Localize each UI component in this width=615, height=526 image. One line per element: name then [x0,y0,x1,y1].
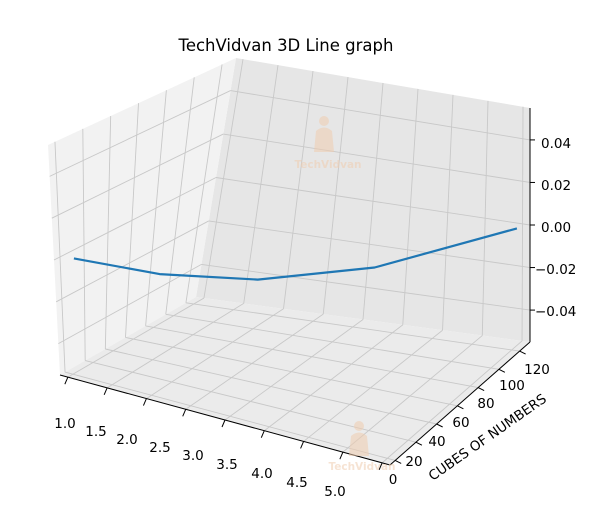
x-tick-label: 3.0 [182,448,203,464]
y-gridline [165,313,499,370]
x-tick-mark [142,398,147,406]
z-tick-label: 0.04 [541,136,571,152]
ticks [64,139,535,471]
chart-title: TechVidvan 3D Line graph [178,36,394,55]
y-tick-label: 80 [477,396,494,412]
y-tick-label: 0 [389,472,398,488]
z-gridline [51,133,224,219]
x-tick-label: 1.0 [54,416,75,432]
z-tick-label: −0.04 [535,304,576,320]
x-tick-mark [64,376,69,385]
x-tick-label: 2.5 [149,440,170,456]
gridlines [49,59,531,464]
y-tick-mark [519,350,526,355]
x-gridline [146,308,284,399]
z-gridline [223,133,531,183]
y-tick-mark [394,459,402,464]
y-axis-line [389,341,531,466]
x-tick-label: 4.5 [286,475,307,491]
x-gridline [185,313,324,410]
x-gridline [224,319,364,421]
x-tick-label: 4.0 [251,466,272,482]
x-gridline [264,324,404,432]
x-tick-mark [182,409,187,417]
x-tick-label: 2.0 [116,432,137,448]
watermark-figure-icon [314,116,334,152]
data-series-line [73,227,518,281]
y-tick-label: 100 [499,378,525,394]
x-tick-mark [260,430,265,438]
y-gridline [125,337,458,407]
back-pane-y [48,58,236,375]
y-tick-mark [415,441,423,446]
x-tick-mark [339,451,344,460]
y-tick-mark [436,423,443,428]
z-gridline [53,177,217,261]
x-tick-mark [221,419,226,428]
y-tick-label: 20 [405,454,422,470]
z-gridline [215,177,531,226]
x-tick-label: 3.5 [216,457,237,473]
y-tick-label: 60 [452,415,469,431]
y-gridline [64,371,396,461]
z-tick-label: −0.02 [535,262,576,278]
watermark-lower: TechVidvan [328,421,396,473]
floor-pane [60,297,530,465]
x-tick-mark [300,441,305,449]
x-gridline [303,329,443,442]
y-gridline [105,348,437,425]
z-gridline [201,263,531,311]
y-tick-mark [457,405,464,410]
y-tick-mark [477,387,485,392]
x-tick-label: 5.0 [324,484,345,500]
z-gridline [58,264,202,345]
y-tick-label: 120 [524,362,550,378]
watermark-text: TechVidvan [328,461,395,473]
watermark-text: TechVidvan [294,159,361,171]
watermark-upper: TechVidvan [294,116,362,171]
z-tick-label: 0.00 [541,220,571,236]
x-tick-mark [378,462,383,471]
z-tick-label: 0.02 [541,178,571,194]
x-tick-label: 1.5 [85,424,106,440]
y-gridline [145,325,479,388]
x-gridline [106,303,244,389]
z-gridline [208,220,531,268]
x-gridline [67,297,205,378]
z-gridline [230,90,531,141]
y-tick-label: 40 [428,434,445,450]
z-gridline [49,90,231,177]
x-gridline [381,340,523,464]
z-gridline [55,220,209,303]
x-gridline [342,335,483,453]
y-gridline [185,302,520,352]
y-tick-mark [498,368,506,373]
x-tick-mark [103,387,108,396]
watermark-figure-icon [349,421,369,456]
